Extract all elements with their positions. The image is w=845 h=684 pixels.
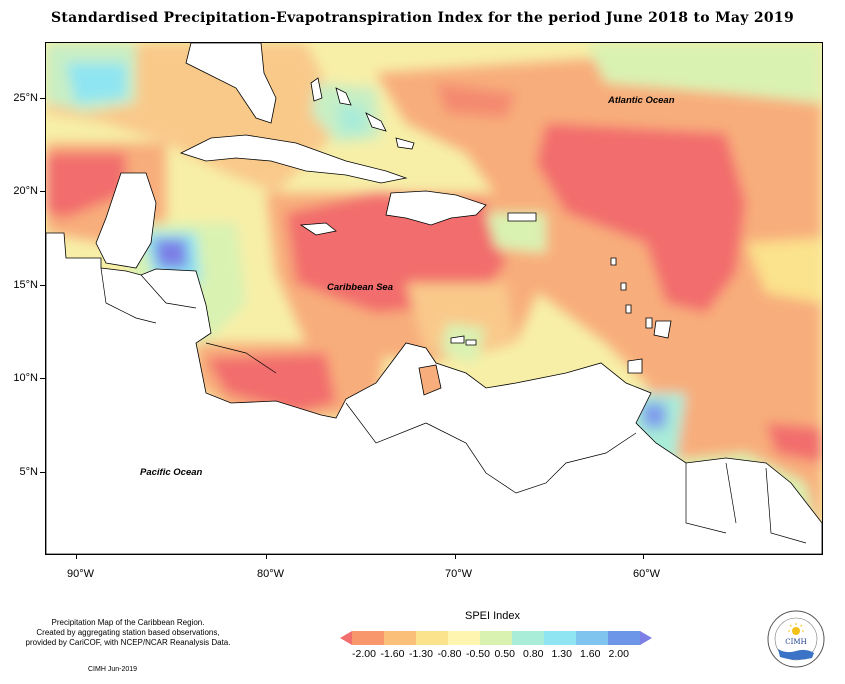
lat-tick-15n — [40, 285, 45, 286]
spei-map: Atlantic Ocean Caribbean Sea Pacific Oce… — [45, 42, 823, 555]
lon-tick-90w — [76, 554, 77, 559]
legend-swatch — [480, 631, 513, 645]
lat-label-25n: 25°N — [13, 92, 38, 104]
legend-swatch — [340, 631, 352, 645]
legend-label: 1.30 — [551, 648, 572, 660]
map-title: Standardised Precipitation-Evapotranspir… — [50, 10, 795, 26]
lat-label-20n: 20°N — [13, 185, 38, 197]
legend-swatch — [544, 631, 577, 645]
legend-label: -1.30 — [409, 648, 433, 660]
lat-tick-10n — [40, 378, 45, 379]
legend-title: SPEI Index — [465, 610, 521, 622]
legend-label: 0.50 — [494, 648, 515, 660]
legend-colorbar — [340, 631, 652, 645]
lon-label-80w: 80°W — [257, 568, 285, 580]
legend-label: 2.00 — [608, 648, 629, 660]
legend-label: 0.80 — [523, 648, 544, 660]
credits-line-1: Precipitation Map of the Caribbean Regio… — [51, 618, 205, 627]
credits-line-2: Created by aggregating station based obs… — [36, 628, 220, 637]
legend-swatch — [640, 631, 652, 645]
legend-swatch — [352, 631, 385, 645]
lat-tick-5n — [40, 472, 45, 473]
caribbean-sea-label: Caribbean Sea — [327, 282, 393, 293]
atlantic-ocean-label: Atlantic Ocean — [608, 95, 675, 106]
lon-tick-70w — [455, 554, 456, 559]
legend-swatch — [608, 631, 641, 645]
legend-swatch — [512, 631, 545, 645]
lon-label-70w: 70°W — [445, 568, 473, 580]
sun-icon — [792, 627, 800, 635]
legend-swatch — [384, 631, 417, 645]
credits-line-3: provided by CariCOF, with NCEP/NCAR Rean… — [25, 638, 231, 647]
logo-text: CIMH — [785, 638, 806, 646]
lat-tick-20n — [40, 191, 45, 192]
credits-text: Precipitation Map of the Caribbean Regio… — [8, 618, 248, 648]
spei-map-canvas — [46, 43, 822, 554]
legend-label: 1.60 — [580, 648, 601, 660]
legend-swatch — [416, 631, 449, 645]
lon-label-90w: 90°W — [67, 568, 95, 580]
legend-swatch — [448, 631, 481, 645]
legend-label: -1.60 — [380, 648, 405, 660]
lon-tick-60w — [643, 554, 644, 559]
credits-date: CIMH Jun-2019 — [88, 666, 138, 673]
legend-swatch — [576, 631, 609, 645]
legend-label: -2.00 — [352, 648, 376, 660]
lat-label-15n: 15°N — [13, 279, 38, 291]
legend-label: -0.50 — [466, 648, 490, 660]
lat-label-10n: 10°N — [13, 372, 38, 384]
lon-label-60w: 60°W — [633, 568, 661, 580]
lat-label-5n: 5°N — [19, 466, 38, 478]
cimh-logo: CIMH — [767, 610, 825, 668]
lon-tick-80w — [266, 554, 267, 559]
pacific-ocean-label: Pacific Ocean — [140, 467, 203, 478]
legend-label: -0.80 — [437, 648, 462, 660]
lat-tick-25n — [40, 98, 45, 99]
